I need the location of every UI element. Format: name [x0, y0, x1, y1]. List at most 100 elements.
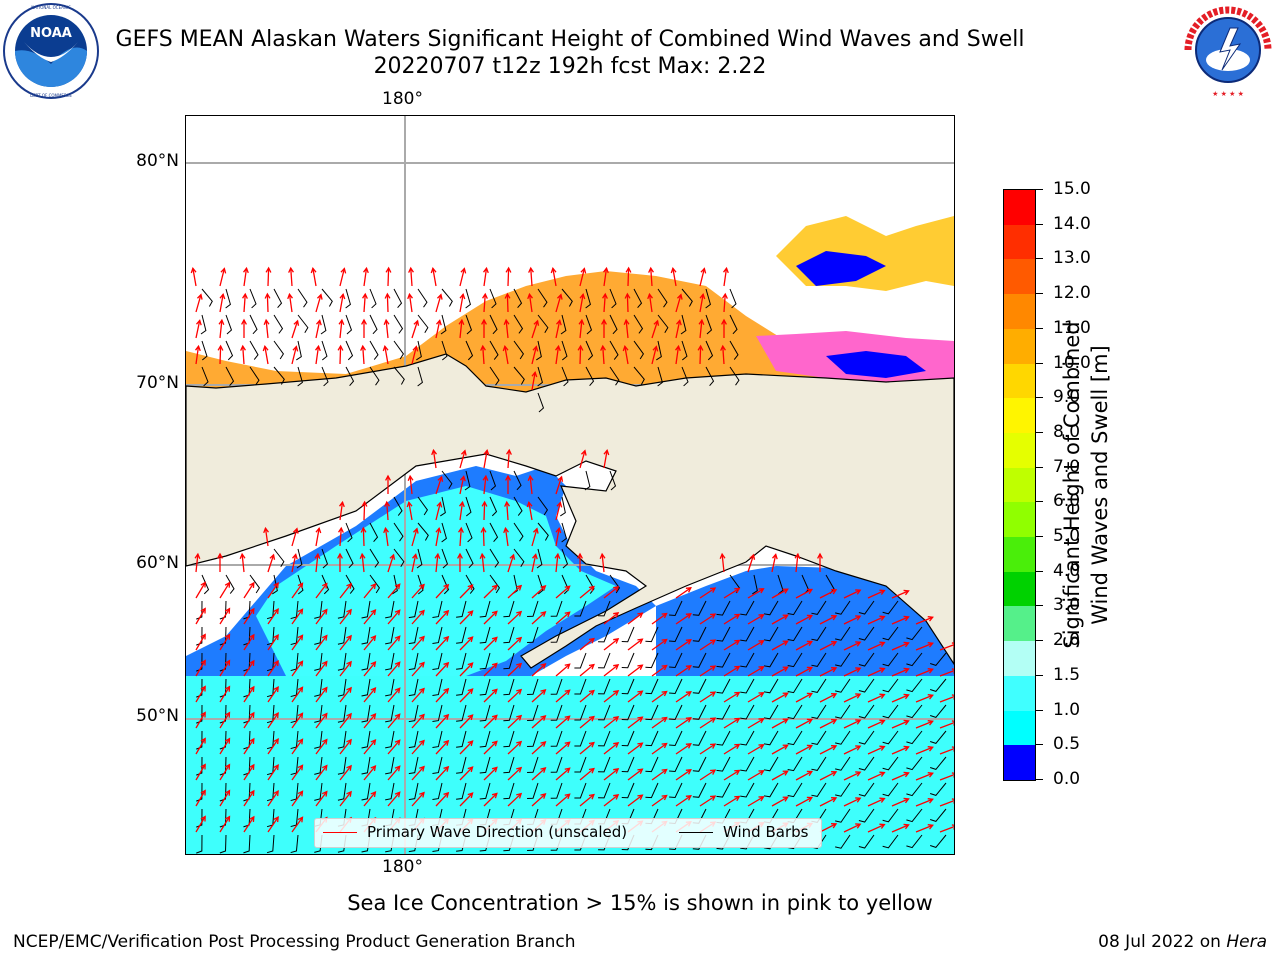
- wave-direction-arrowhead: [782, 640, 789, 646]
- wave-direction-arrow: [675, 346, 680, 365]
- wind-barb: [906, 626, 923, 641]
- wave-direction-arrowhead: [782, 692, 789, 698]
- wave-direction-arrow: [651, 690, 667, 703]
- wave-direction-arrowhead: [531, 370, 538, 378]
- wave-direction-arrow: [555, 476, 563, 495]
- wave-direction-arrowhead: [339, 292, 346, 300]
- wave-direction-arrowhead: [406, 500, 413, 508]
- wave-direction-arrowhead: [806, 744, 814, 751]
- wave-direction-arrow: [411, 320, 419, 339]
- wave-direction-arrow: [361, 554, 365, 573]
- wave-direction-arrowhead: [927, 720, 934, 726]
- wind-barb: [249, 574, 261, 594]
- wave-direction-arrow: [264, 346, 269, 365]
- wave-direction-arrowhead: [685, 769, 692, 775]
- wave-direction-arrowhead: [224, 815, 231, 822]
- wave-direction-arrowhead: [697, 344, 704, 351]
- wave-direction-arrowhead: [297, 608, 304, 615]
- wave-direction-arrowhead: [588, 637, 595, 644]
- wind-barb: [716, 756, 731, 772]
- wave-direction-arrowhead: [346, 790, 352, 797]
- wave-direction-arrow: [747, 666, 764, 677]
- wave-direction-arrowhead: [481, 318, 487, 325]
- wave-direction-arrow: [555, 585, 571, 599]
- wind-barb: [561, 340, 568, 361]
- wave-direction-arrowhead: [467, 792, 474, 799]
- lat-label-70: 70°N: [136, 373, 179, 393]
- wave-direction-arrowhead: [491, 610, 498, 617]
- wave-direction-arrowhead: [200, 763, 206, 770]
- wave-direction-arrow: [363, 268, 368, 287]
- wind-barb: [537, 288, 548, 308]
- wave-direction-arrow: [483, 293, 486, 313]
- svg-text:DEPT OF COMMERCE: DEPT OF COMMERCE: [30, 93, 72, 98]
- wave-direction-arrow: [459, 688, 474, 703]
- wind-barb: [465, 288, 471, 309]
- colorbar-tick-mark: [1036, 779, 1043, 780]
- wind-barb: [361, 600, 371, 619]
- wind-barb: [408, 678, 419, 697]
- wave-direction-arrow: [384, 346, 389, 365]
- wave-direction-arrowhead: [855, 823, 862, 829]
- wave-direction-arrow: [264, 528, 269, 547]
- wind-barb: [432, 600, 443, 618]
- wave-direction-arrow: [315, 320, 321, 339]
- wave-direction-arrowhead: [382, 344, 389, 352]
- wave-direction-arrowhead: [555, 319, 562, 326]
- colorbar-tick-mark: [1036, 293, 1043, 295]
- wave-direction-arrowhead: [240, 344, 246, 351]
- wave-direction-arrow: [483, 610, 498, 625]
- wind-barb: [669, 782, 683, 798]
- wind-barb: [361, 626, 371, 645]
- wave-direction-arrow: [771, 770, 788, 781]
- wave-direction-arrowhead: [505, 266, 512, 273]
- wave-direction-arrow: [552, 268, 557, 287]
- wave-direction-arrow: [387, 687, 401, 703]
- wind-barb: [441, 288, 453, 307]
- wave-direction-arrowhead: [577, 344, 584, 351]
- wave-direction-arrowhead: [648, 266, 654, 273]
- wind-barb: [503, 782, 515, 800]
- wind-barb: [345, 548, 354, 569]
- wave-direction-arrowhead: [394, 687, 401, 694]
- wind-barb: [465, 574, 475, 594]
- wave-direction-arrow: [531, 611, 546, 625]
- wind-barb: [882, 626, 899, 641]
- wave-direction-arrowhead: [359, 552, 366, 559]
- colorbar-tick-mark: [1036, 397, 1043, 399]
- wave-direction-arrow: [891, 590, 909, 599]
- wind-barb: [345, 366, 355, 386]
- wave-direction-arrowhead: [564, 715, 571, 722]
- wave-direction-arrow: [411, 528, 418, 547]
- wave-direction-arrow: [411, 554, 417, 573]
- wave-direction-arrowhead: [224, 581, 231, 588]
- wave-direction-arrowhead: [509, 553, 516, 560]
- wave-direction-arrow: [819, 823, 837, 833]
- wave-direction-arrow: [363, 661, 376, 677]
- wave-direction-arrow: [939, 644, 954, 651]
- colorbar-segment: [1004, 190, 1035, 225]
- wind-barb: [656, 340, 662, 361]
- wave-direction-arrow: [747, 588, 764, 599]
- wind-barb: [219, 782, 227, 802]
- wind-barb: [489, 496, 498, 517]
- wave-direction-arrowhead: [503, 318, 510, 325]
- wave-direction-arrowhead: [383, 318, 390, 325]
- wave-direction-arrowhead: [389, 553, 396, 560]
- wind-barb: [787, 678, 803, 694]
- wave-direction-arrowhead: [467, 636, 474, 643]
- wave-direction-arrowhead: [224, 737, 231, 744]
- wind-barb: [609, 574, 621, 594]
- wind-barb: [297, 366, 303, 387]
- wave-direction-arrowhead: [540, 611, 547, 617]
- colorbar-tick-label: 4.0: [1053, 560, 1081, 581]
- wind-barb: [464, 470, 471, 491]
- wind-barb: [633, 340, 645, 360]
- wave-direction-arrowhead: [516, 688, 523, 695]
- wind-barb: [337, 626, 347, 645]
- colorbar-segment: [1004, 675, 1035, 711]
- wave-direction-arrow: [627, 716, 643, 729]
- wave-direction-arrow: [363, 765, 376, 781]
- wave-direction-arrow: [723, 717, 740, 729]
- wave-direction-arrowhead: [528, 266, 534, 273]
